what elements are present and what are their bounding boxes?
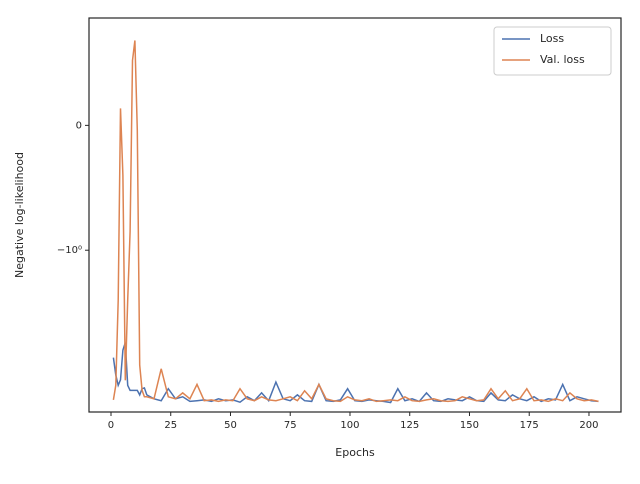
legend-label: Val. loss: [540, 53, 585, 66]
x-tick-label: 175: [520, 420, 539, 431]
x-tick-label: 25: [164, 420, 177, 431]
x-tick-label: 100: [340, 420, 359, 431]
x-tick-label: 75: [284, 420, 297, 431]
x-tick-label: 200: [579, 420, 598, 431]
x-tick-label: 50: [224, 420, 237, 431]
y-tick-label: −10⁰: [57, 245, 82, 256]
line-series: [112, 342, 599, 404]
x-tick-label: 0: [108, 420, 114, 431]
x-axis-label: Epochs: [335, 446, 375, 459]
y-tick-label: 0: [76, 120, 82, 131]
line-series: [112, 40, 599, 403]
x-tick-label: 150: [460, 420, 479, 431]
legend-label: Loss: [540, 32, 564, 45]
plot-frame: [88, 17, 622, 413]
y-axis-label: Negative log-likelihood: [13, 152, 26, 278]
x-tick-label: 125: [400, 420, 419, 431]
